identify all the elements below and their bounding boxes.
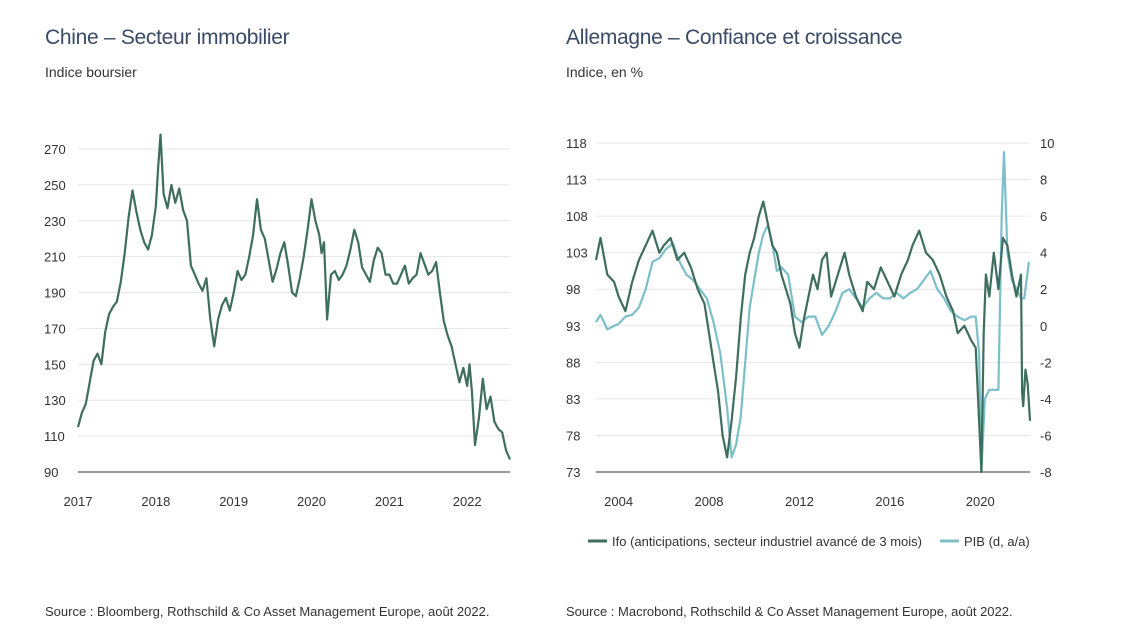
chart2-y-tick: 118	[566, 136, 587, 151]
chart1-y-tick: 150	[44, 357, 66, 372]
chart2-y-tick: 83	[566, 392, 580, 407]
chart1-x-tick: 2022	[453, 494, 482, 509]
chart2-y2-tick: -2	[1040, 355, 1052, 370]
chart2-y-tick: 88	[566, 355, 580, 370]
chart2-x-tick: 2016	[875, 494, 904, 509]
chart2-x-tick: 2012	[785, 494, 814, 509]
legend-pib-label: PIB (d, a/a)	[964, 534, 1030, 549]
chart1-x-tick: 2021	[375, 494, 404, 509]
chart2-y-tick: 108	[566, 209, 588, 224]
legend-ifo-label: Ifo (anticipations, secteur industriel a…	[612, 534, 922, 549]
chart2-source: Source : Macrobond, Rothschild & Co Asse…	[566, 604, 1013, 619]
chart1-y-tick: 130	[44, 393, 66, 408]
chart1-y-tick: 170	[44, 321, 66, 336]
chart1-y-tick: 270	[44, 142, 66, 157]
chart2-title: Allemagne – Confiance et croissance	[566, 26, 903, 49]
chart2-y-tick: 78	[566, 428, 580, 443]
chart1-y-tick: 230	[44, 214, 66, 229]
chart1-source: Source : Bloomberg, Rothschild & Co Asse…	[45, 604, 490, 619]
chart2-x-tick: 2008	[695, 494, 724, 509]
chart1-series-line	[76, 133, 512, 460]
chart2-ifo-line	[594, 200, 1032, 474]
chart2-subtitle: Indice, en %	[566, 64, 644, 80]
chart2-y2-tick: 0	[1040, 319, 1047, 334]
chart1-y-tick: 110	[44, 429, 65, 444]
chart2-y-tick: 113	[566, 173, 587, 188]
chart1-title: Chine – Secteur immobilier	[45, 26, 290, 49]
chart1-x-tick: 2017	[64, 494, 93, 509]
chart2-y2-tick: -8	[1040, 465, 1052, 480]
chart1-x-tick: 2019	[219, 494, 248, 509]
chart2-y2-tick: 8	[1040, 173, 1047, 188]
chart1-y-tick: 190	[44, 286, 66, 301]
chart2-x-tick: 2020	[966, 494, 995, 509]
chart1-y-tick: 90	[44, 465, 58, 480]
chart2-y2-tick: -6	[1040, 428, 1052, 443]
chart1-x-tick: 2018	[141, 494, 170, 509]
chart2-y2-tick: -4	[1040, 392, 1052, 407]
chart1-y-tick: 250	[44, 178, 66, 193]
chart2-y2-tick: 6	[1040, 209, 1047, 224]
chart2-y2-tick: 4	[1040, 246, 1047, 261]
chart2-y-tick: 73	[566, 465, 580, 480]
chart2-y-tick: 98	[566, 282, 580, 297]
chart2-pib-line	[595, 151, 1030, 474]
chart2-y-tick: 103	[566, 246, 588, 261]
chart2-y2-tick: 2	[1040, 282, 1047, 297]
chart2-x-tick: 2004	[604, 494, 633, 509]
chart1-subtitle: Indice boursier	[45, 64, 137, 80]
chart2-y2-tick: 10	[1040, 136, 1054, 151]
chart1-x-tick: 2020	[297, 494, 326, 509]
chart1-y-tick: 210	[44, 250, 66, 265]
chart2-y-tick: 93	[566, 319, 580, 334]
